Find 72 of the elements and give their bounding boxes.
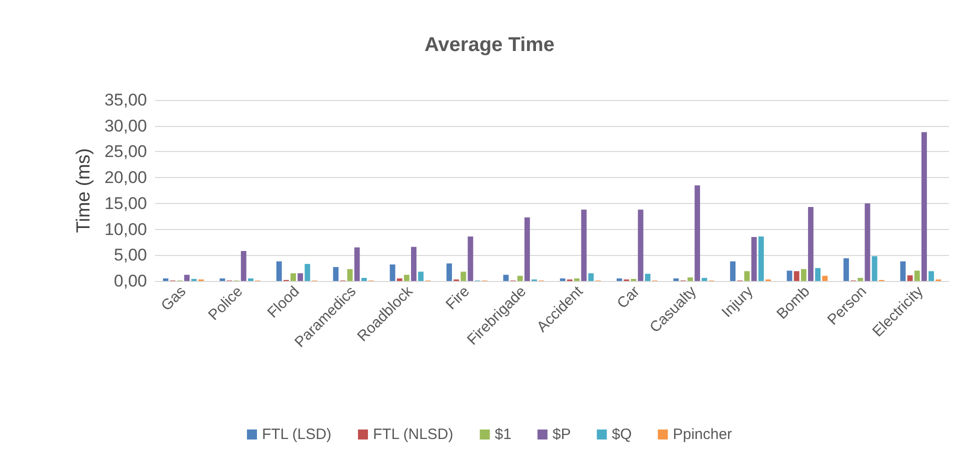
bar bbox=[800, 269, 806, 281]
bar bbox=[347, 269, 353, 281]
x-tick-label: Gas bbox=[158, 282, 190, 314]
bar bbox=[468, 236, 474, 281]
y-tick-label: 15,00 bbox=[104, 194, 147, 213]
bar bbox=[616, 278, 622, 281]
bar bbox=[638, 210, 644, 281]
bar bbox=[921, 132, 927, 281]
bar bbox=[744, 271, 750, 281]
bar bbox=[900, 261, 906, 281]
y-tick-label: 35,00 bbox=[104, 90, 147, 110]
bar bbox=[396, 278, 402, 281]
y-tick-label: 5,00 bbox=[114, 246, 147, 265]
bar bbox=[333, 267, 339, 281]
bar bbox=[786, 270, 792, 281]
bar bbox=[730, 261, 736, 281]
bar bbox=[822, 276, 828, 281]
x-tick-label: Fire bbox=[442, 282, 473, 314]
legend-label: $P bbox=[552, 426, 571, 443]
bar bbox=[354, 247, 360, 281]
bar bbox=[446, 263, 452, 281]
bar bbox=[404, 274, 410, 281]
bar bbox=[361, 278, 367, 281]
x-tick-label: Car bbox=[614, 282, 644, 312]
y-tick-label: 10,00 bbox=[104, 220, 147, 239]
legend-label: $Q bbox=[612, 426, 632, 443]
bar bbox=[524, 217, 530, 281]
bar bbox=[560, 278, 566, 281]
bar bbox=[864, 203, 870, 281]
legend-label: Ppincher bbox=[672, 426, 732, 443]
bar bbox=[240, 251, 246, 281]
bar bbox=[290, 273, 296, 281]
y-tick-label: 0,00 bbox=[114, 272, 147, 290]
bar bbox=[581, 210, 587, 281]
bar bbox=[304, 264, 310, 281]
legend-label: FTL (LSD) bbox=[262, 426, 332, 443]
bar bbox=[418, 272, 424, 281]
bar bbox=[751, 237, 757, 281]
bar bbox=[928, 271, 934, 281]
bar bbox=[673, 278, 679, 281]
bar bbox=[588, 273, 594, 281]
bar bbox=[808, 207, 814, 281]
bar bbox=[460, 272, 466, 281]
bar bbox=[248, 278, 254, 281]
bar bbox=[794, 271, 800, 281]
bar bbox=[688, 277, 693, 281]
bar bbox=[276, 261, 282, 281]
bar bbox=[702, 278, 708, 281]
bar bbox=[574, 278, 580, 281]
y-axis-title: Time (ms) bbox=[74, 148, 95, 233]
bar bbox=[184, 274, 190, 281]
y-tick-label: 25,00 bbox=[104, 142, 147, 162]
bar bbox=[858, 278, 864, 281]
bar bbox=[162, 278, 168, 281]
bar bbox=[644, 274, 650, 281]
legend-label: $1 bbox=[494, 426, 512, 443]
bar bbox=[517, 276, 523, 281]
bar bbox=[503, 274, 509, 281]
chart-title: Average Time bbox=[424, 34, 555, 56]
bar bbox=[758, 236, 764, 281]
legend-label: FTL (NLSD) bbox=[372, 426, 454, 443]
bar bbox=[298, 273, 304, 281]
bar bbox=[815, 268, 821, 281]
y-tick-label: 30,00 bbox=[104, 116, 147, 136]
bar bbox=[844, 258, 849, 281]
bar bbox=[411, 246, 416, 281]
bar bbox=[694, 185, 700, 281]
bar bbox=[914, 270, 920, 281]
bar bbox=[220, 278, 226, 281]
y-tick-label: 20,00 bbox=[104, 168, 147, 188]
bar bbox=[390, 264, 396, 281]
bar bbox=[872, 256, 878, 281]
